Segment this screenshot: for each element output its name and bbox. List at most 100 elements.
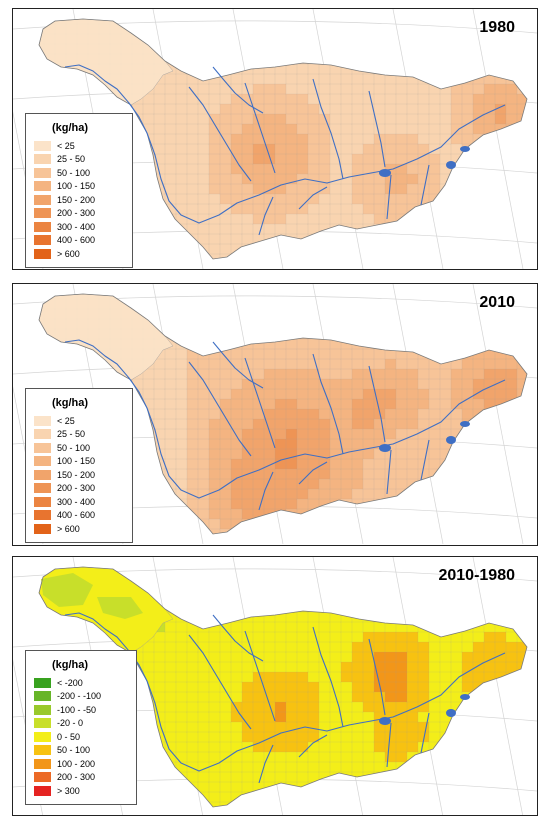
sub-basin [472,781,485,793]
sub-basin [528,582,537,593]
map-panel-2010: 2010 (kg/ha) < 25 25 - 50 50 - 100 100 - 15… [12,283,538,546]
sub-basin [329,63,342,75]
sub-basin [351,398,364,410]
sub-basin [252,33,265,45]
sub-basin [384,498,397,510]
sub-basin [384,63,397,75]
river [312,78,344,180]
sub-basin [406,298,419,310]
sub-basin [472,498,485,510]
sub-basin [505,518,518,530]
sub-basin [406,791,419,803]
sub-basin [373,631,386,643]
sub-basin [384,518,397,530]
sub-basin [230,123,243,135]
sub-basin [505,671,518,683]
sub-basin [439,113,452,125]
sub-basin [230,801,243,807]
sub-basin [340,751,353,763]
sub-basin [219,163,232,175]
river [420,439,430,481]
sub-basin [384,133,397,145]
sub-basin [307,243,320,255]
sub-basin [197,581,210,593]
sub-basin [362,358,375,370]
sub-basin [263,253,276,259]
sub-basin [395,448,408,460]
sub-basin [461,611,474,623]
sub-basin [285,438,298,450]
sub-basin [428,153,441,165]
sub-basin [428,133,441,145]
sub-basin [274,23,287,35]
sub-basin [428,173,441,185]
legend-label: < 25 [57,140,75,151]
sub-basin [208,791,221,803]
sub-basin [263,223,276,235]
sub-basin [164,19,177,25]
sub-basin [461,791,474,803]
sub-basin [505,681,518,693]
sub-basin [439,478,452,490]
sub-basin [307,253,320,259]
sub-basin [340,378,353,390]
sub-basin [362,478,375,490]
sub-basin [406,621,419,633]
sub-basin [340,567,353,573]
sub-basin [175,567,188,573]
sub-basin [329,73,342,85]
river [368,365,386,443]
sub-basin [528,449,537,460]
sub-basin [307,328,320,340]
sub-basin [483,143,496,155]
sub-basin [175,113,188,125]
sub-basin [373,591,386,603]
sub-basin [428,641,441,653]
sub-basin [219,233,232,245]
sub-basin [197,308,210,320]
sub-basin [417,308,430,320]
sub-basin [208,478,221,490]
sub-basin [461,253,474,259]
sub-basin [219,368,232,380]
sub-basin [175,571,188,583]
sub-basin [274,518,287,530]
sub-basin [329,338,342,350]
sub-basin [142,388,155,400]
sub-basin [494,751,507,763]
sub-basin [483,93,496,105]
sub-basin [142,298,155,310]
sub-basin [142,243,155,255]
sub-basin [528,359,537,370]
sub-basin [340,298,353,310]
legend-swatch [34,772,51,783]
sub-basin [516,53,527,65]
sub-basin [461,153,474,165]
sub-basin [307,791,320,803]
sub-basin [384,113,397,125]
sub-basin [351,143,364,155]
sub-basin [131,253,144,259]
sub-basin [428,398,441,410]
sub-basin [483,681,496,693]
sub-basin [329,19,342,25]
sub-basin [351,368,364,380]
sub-basin [307,751,320,763]
sub-basin [175,93,188,105]
sub-basin [417,33,430,45]
sub-basin [395,428,408,440]
legend-swatch [34,718,51,729]
sub-basin [439,518,452,530]
sub-basin [318,518,331,530]
sub-basin [406,318,419,330]
sub-basin [406,223,419,235]
sub-basin [516,751,527,763]
sub-basin [186,528,199,534]
sub-basin [329,213,342,225]
sub-basin [428,348,441,360]
sub-basin [340,681,353,693]
sub-basin [296,243,309,255]
sub-basin [208,438,221,450]
sub-basin [373,508,386,520]
sub-basin [528,702,537,713]
